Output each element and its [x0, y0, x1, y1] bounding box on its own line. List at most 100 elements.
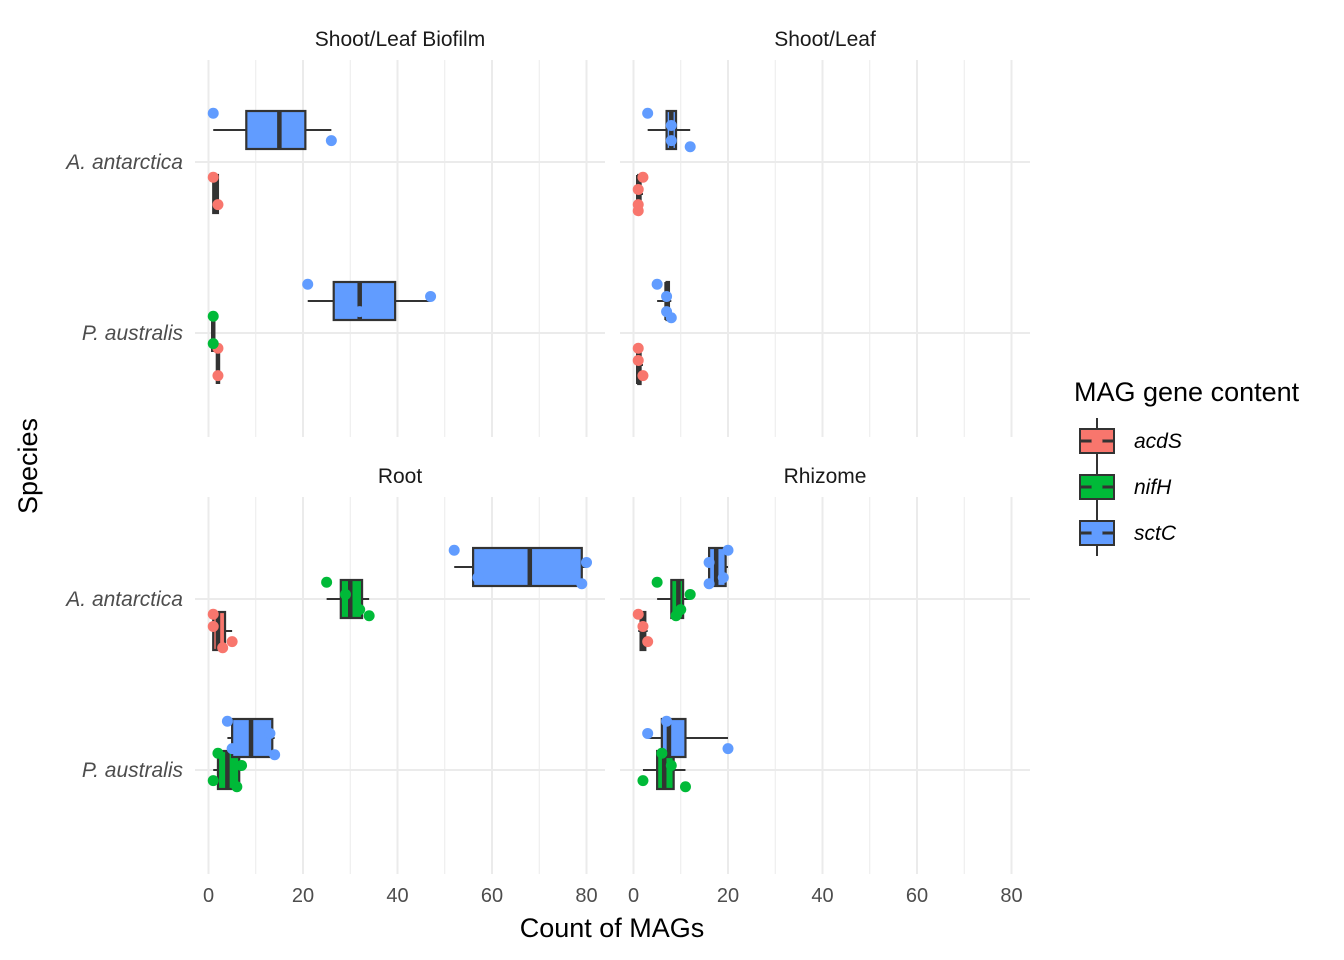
- legend-label: nifH: [1134, 476, 1172, 499]
- data-point-acdS: [207, 608, 219, 620]
- y-tick-label: P. australis: [82, 759, 184, 782]
- data-point-acdS: [642, 636, 654, 648]
- data-point-sctC: [703, 578, 715, 590]
- data-point-sctC: [651, 278, 663, 290]
- box-a-antarctica-sctC: [454, 546, 587, 588]
- data-point-acdS: [637, 620, 649, 632]
- data-point-acdS: [632, 608, 644, 620]
- data-point-sctC: [472, 572, 484, 584]
- facet-shoot-leaf: Shoot/Leaf: [620, 28, 1030, 437]
- data-point-sctC: [448, 544, 460, 556]
- y-tick-label: P. australis: [82, 322, 184, 345]
- data-point-sctC: [269, 749, 281, 761]
- data-point-sctC: [221, 715, 233, 727]
- x-tick-label: 40: [811, 885, 833, 907]
- legend-label: acdS: [1134, 430, 1182, 453]
- data-point-acdS: [212, 199, 224, 211]
- data-point-nifH: [212, 747, 224, 759]
- data-point-nifH: [207, 310, 219, 322]
- data-point-sctC: [642, 107, 654, 119]
- facet-title: Shoot/Leaf: [774, 28, 876, 51]
- x-axis-title: Count of MAGs: [520, 913, 705, 943]
- data-point-acdS: [632, 354, 644, 366]
- data-point-nifH: [207, 775, 219, 787]
- data-point-sctC: [661, 290, 673, 302]
- data-point-nifH: [651, 576, 663, 588]
- x-tick-label: 20: [292, 885, 314, 907]
- data-point-sctC: [722, 743, 734, 755]
- data-point-sctC: [354, 306, 366, 318]
- facet-title: Rhizome: [784, 465, 867, 488]
- data-point-sctC: [684, 141, 696, 153]
- facet-shoot-leaf-biofilm: Shoot/Leaf Biofilm A. antarctica P. austra…: [64, 28, 605, 437]
- facet-rhizome: Rhizome 0 20 40 60 80: [620, 465, 1030, 907]
- legend: MAG gene content acdS nifH sctC: [1074, 377, 1300, 556]
- data-point-nifH: [207, 338, 219, 350]
- data-point-sctC: [325, 135, 337, 147]
- data-point-acdS: [632, 342, 644, 354]
- facet-title: Shoot/Leaf Biofilm: [315, 28, 485, 51]
- data-point-sctC: [207, 107, 219, 119]
- data-point-sctC: [661, 715, 673, 727]
- data-point-sctC: [722, 544, 734, 556]
- legend-entries: acdS nifH sctC: [1079, 418, 1182, 556]
- facet-title: Root: [378, 465, 423, 488]
- legend-entry-acds: acdS: [1079, 418, 1182, 464]
- iqr-box: [245, 109, 307, 151]
- x-tick-label: 0: [203, 885, 214, 907]
- data-point-sctC: [581, 556, 592, 568]
- legend-key-point: [1091, 481, 1103, 493]
- x-tick-label: 60: [481, 885, 503, 907]
- x-tick-label: 40: [386, 885, 408, 907]
- data-point-sctC: [302, 278, 314, 290]
- data-point-acdS: [632, 183, 644, 195]
- x-tick-label: 60: [906, 885, 928, 907]
- data-point-nifH: [354, 604, 366, 616]
- iqr-box: [472, 546, 583, 588]
- x-tick-label: 80: [575, 885, 597, 907]
- data-point-nifH: [231, 781, 243, 793]
- x-tick-label: 80: [1000, 885, 1022, 907]
- data-point-acdS: [207, 171, 219, 183]
- legend-key-point: [1091, 435, 1103, 447]
- data-point-sctC: [425, 290, 437, 302]
- data-point-nifH: [665, 759, 677, 771]
- data-point-acdS: [217, 642, 229, 654]
- data-point-sctC: [665, 135, 677, 147]
- data-point-sctC: [665, 312, 677, 324]
- data-point-nifH: [340, 588, 352, 600]
- data-point-sctC: [717, 572, 729, 584]
- data-point-nifH: [679, 781, 691, 793]
- iqr-box: [332, 280, 397, 322]
- legend-label: sctC: [1134, 522, 1177, 545]
- data-point-nifH: [321, 576, 333, 588]
- data-point-nifH: [656, 747, 668, 759]
- data-point-sctC: [642, 727, 654, 739]
- data-point-sctC: [576, 578, 588, 590]
- data-point-sctC: [264, 727, 276, 739]
- data-point-nifH: [670, 610, 682, 622]
- data-point-acdS: [632, 205, 644, 217]
- data-point-nifH: [363, 610, 375, 622]
- data-point-nifH: [236, 759, 248, 771]
- y-tick-label: A. antarctica: [64, 588, 183, 611]
- data-point-acdS: [212, 370, 224, 382]
- data-point-sctC: [665, 119, 677, 131]
- data-point-acdS: [637, 171, 649, 183]
- legend-key-point: [1091, 527, 1103, 539]
- data-point-sctC: [703, 556, 715, 568]
- data-point-nifH: [637, 775, 649, 787]
- legend-entry-sctc: sctC: [1079, 510, 1177, 556]
- data-point-acdS: [207, 620, 219, 632]
- box-p-australis-sctC: [307, 280, 431, 322]
- y-axis-title: Species: [13, 418, 43, 514]
- x-tick-label: 20: [717, 885, 739, 907]
- facet-root: Root A. antarctica P. australis 0 20 40 60 80: [64, 465, 605, 907]
- facets-layer: Shoot/Leaf Biofilm A. antarctica P. austra…: [64, 28, 1030, 907]
- data-point-acdS: [637, 370, 649, 382]
- data-point-acdS: [226, 636, 238, 648]
- data-point-nifH: [684, 588, 696, 600]
- legend-title: MAG gene content: [1074, 377, 1300, 407]
- x-tick-label: 0: [628, 885, 639, 907]
